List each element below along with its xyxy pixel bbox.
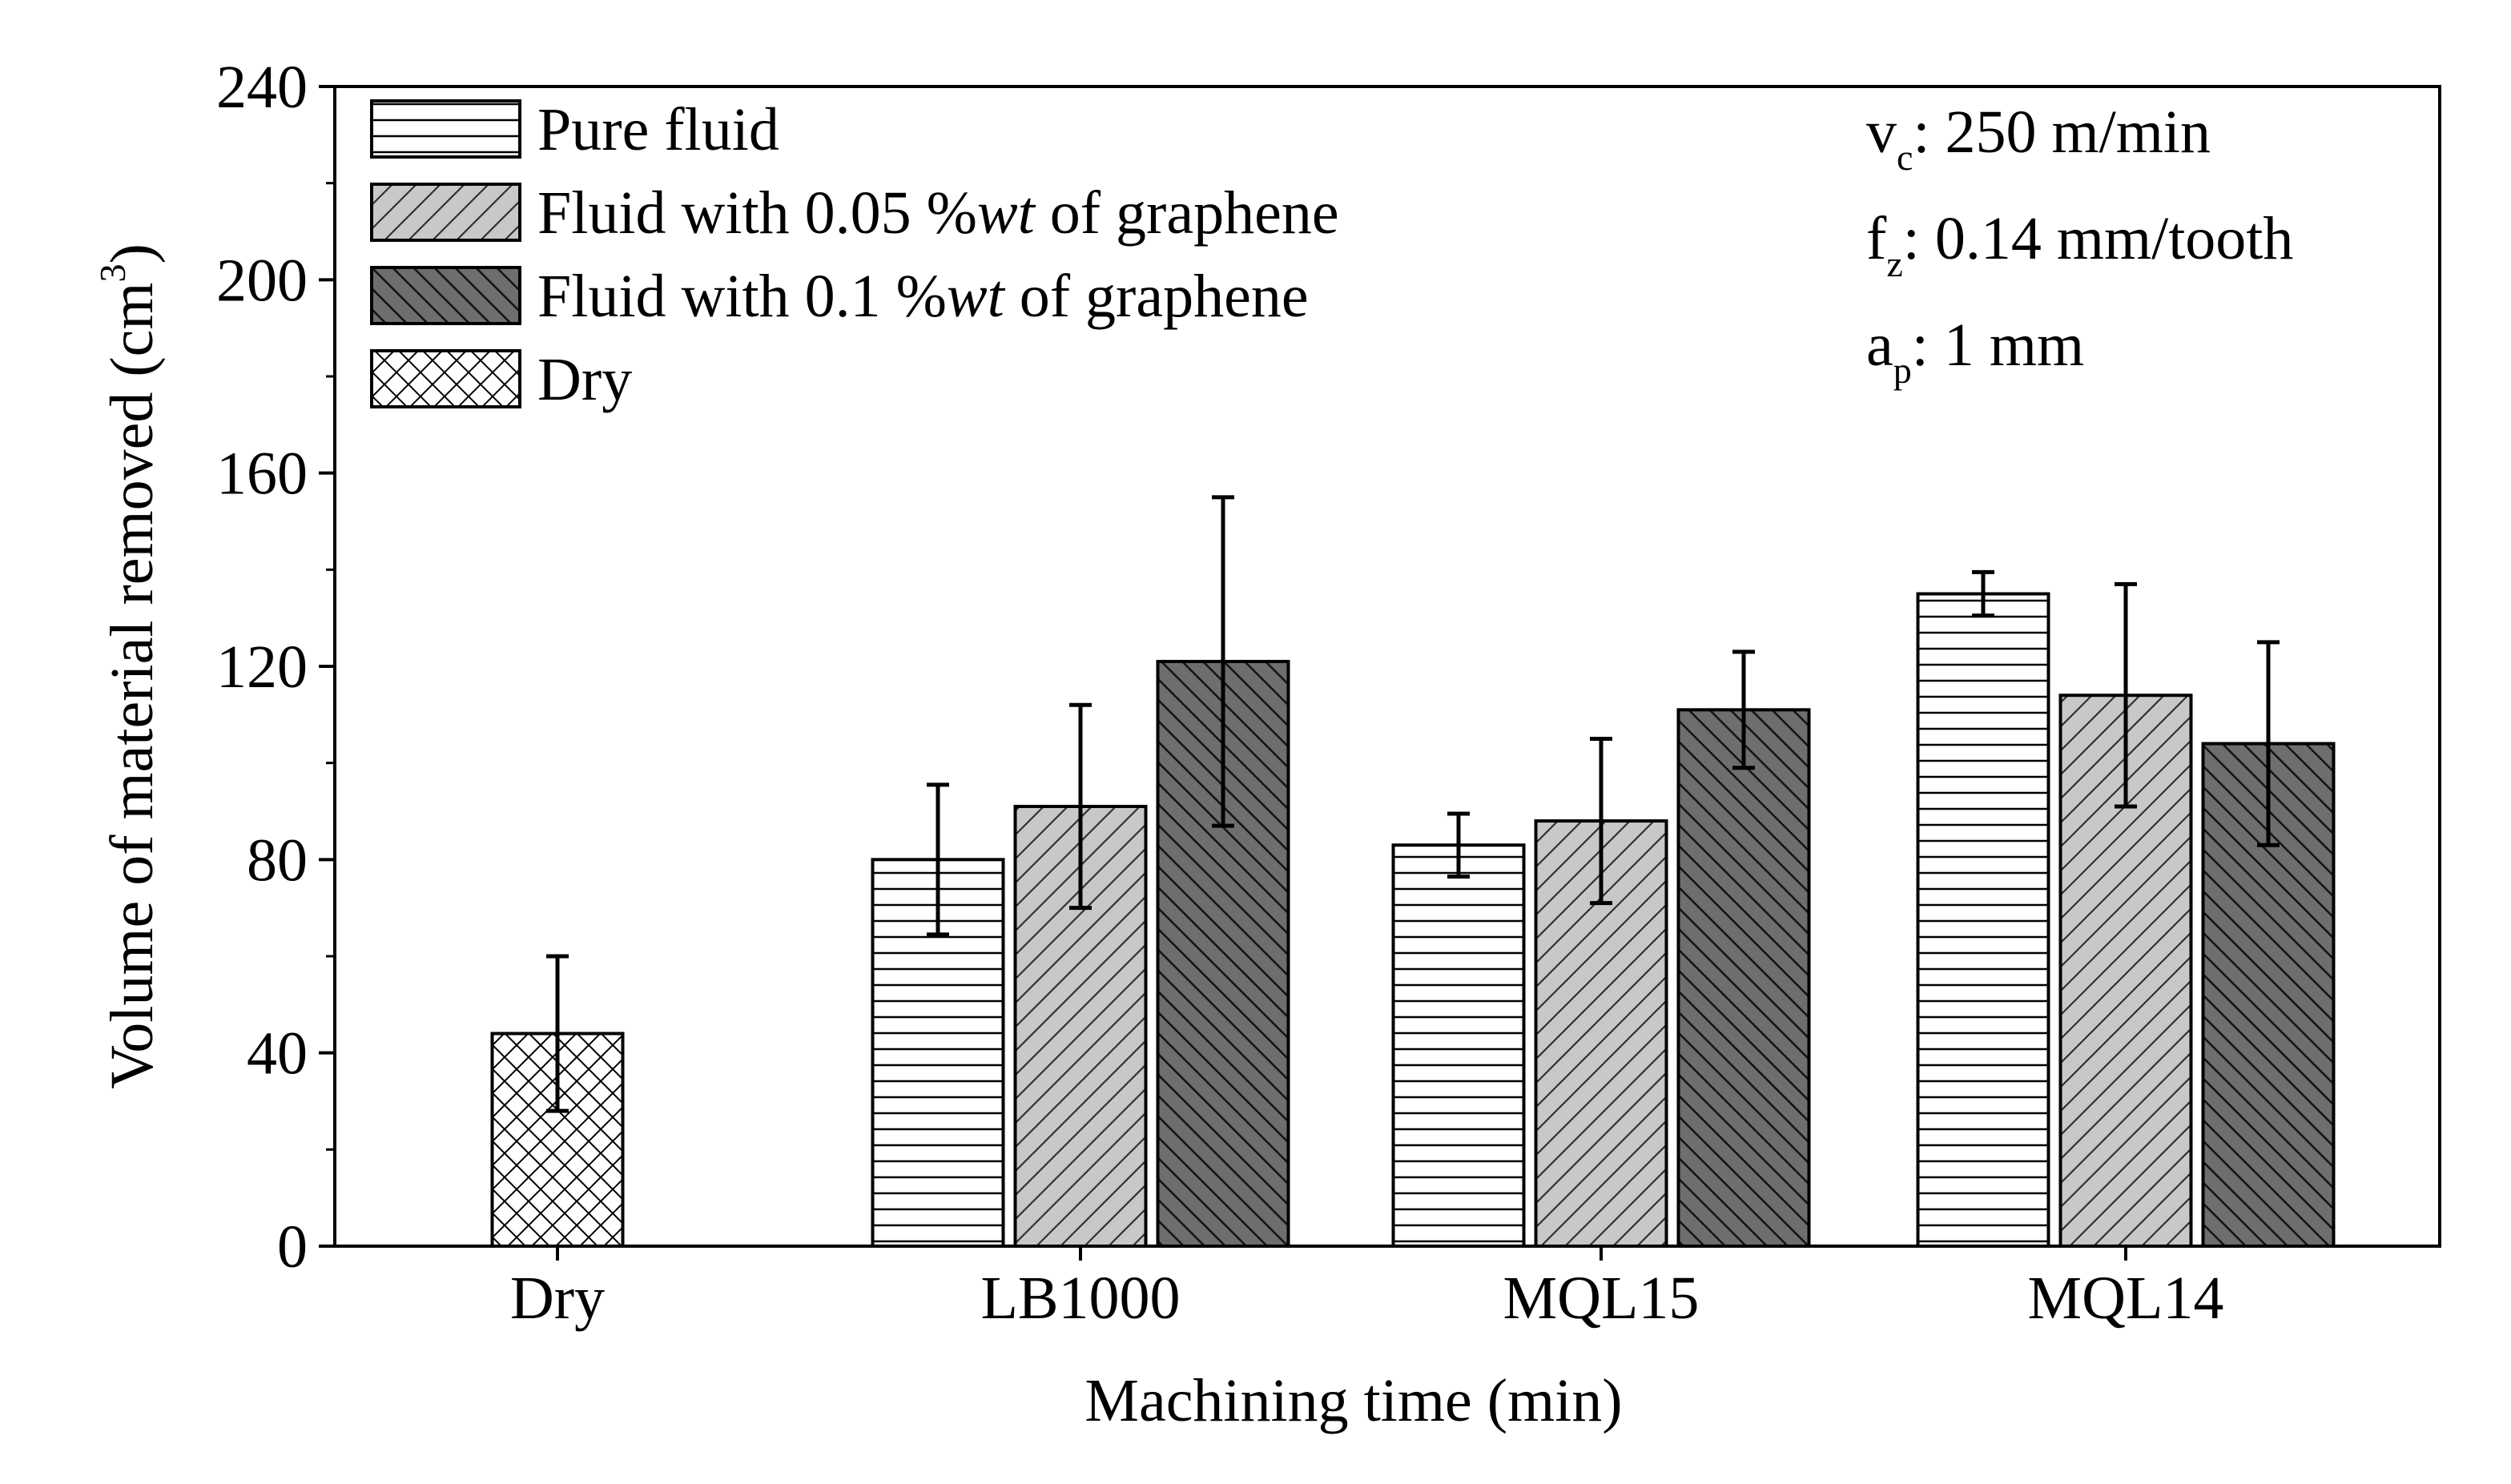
y-tick-label: 80 <box>247 826 308 894</box>
error-bar-mql15-pure-fluid <box>1447 811 1470 879</box>
x-axis: Dry LB1000 MQL15 MQL14 <box>510 1246 2224 1332</box>
x-axis-title: Machining time (min) <box>1084 1367 1622 1434</box>
annotation-ap: ap: 1 mm <box>1866 312 2084 391</box>
error-bars-layer <box>546 495 2280 1113</box>
y-axis-title-main: Volume of material removed (cm <box>99 282 166 1088</box>
error-bar-mql15-fluid-with-0-1-wt-of-graphene <box>1732 650 1755 770</box>
bar-mql14-pure-fluid <box>1916 592 2050 1248</box>
y-axis-title-superscript: 3 <box>92 263 133 282</box>
error-bar-mql14-pure-fluid <box>1972 569 1994 618</box>
legend-label: Dry <box>537 346 632 413</box>
y-tick-label: 200 <box>216 247 308 314</box>
annotation-vc: vc: 250 m/min <box>1866 99 2211 178</box>
bar-mql15-pure-fluid <box>1391 843 1526 1248</box>
error-bar-dry-dry <box>546 954 569 1113</box>
y-axis: 0 40 80 120 160 200 240 <box>216 54 335 1281</box>
legend-item-fluid-with-0-05-wt-of-graphene: Fluid with 0.05 %wt of graphene <box>370 179 1339 247</box>
error-bar-mql14-fluid-with-0-1-wt-of-graphene <box>2257 640 2280 847</box>
legend-swatch <box>370 349 521 408</box>
y-axis-title-close: ) <box>99 243 166 263</box>
x-tick-label-mql14: MQL14 <box>2028 1265 2224 1332</box>
y-tick-label: 120 <box>216 633 308 701</box>
legend-item-fluid-with-0-1-wt-of-graphene: Fluid with 0.1 %wt of graphene <box>370 263 1309 330</box>
legend-label: Fluid with 0.05 %wt of graphene <box>537 179 1339 247</box>
error-bar-lb1000-pure-fluid <box>927 782 949 937</box>
legend-item-pure-fluid: Pure fluid <box>370 96 779 163</box>
bar-mql15-fluid-with-0-1-wt-of-graphene <box>1676 708 1811 1248</box>
parameter-annotations: vc: 250 m/min fz: 0.14 mm/tooth ap: 1 mm <box>1866 99 2293 391</box>
error-bar-lb1000-fluid-with-0-1-wt-of-graphene <box>1212 495 1234 828</box>
legend-swatch <box>370 266 521 325</box>
x-tick-label-mql15: MQL15 <box>1503 1265 1700 1332</box>
y-tick-label: 40 <box>247 1020 308 1088</box>
y-tick-label: 160 <box>216 440 308 508</box>
legend-swatch <box>370 183 521 242</box>
legend-item-dry: Dry <box>370 346 632 413</box>
y-axis-title: Volume of material removed (cm3) <box>92 243 166 1089</box>
y-tick-label: 0 <box>277 1213 308 1281</box>
error-bar-lb1000-fluid-with-0-05-wt-of-graphene <box>1069 702 1092 911</box>
legend: Pure fluid Fluid with 0.05 %wt of graphen… <box>370 96 1339 413</box>
annotation-fz: fz: 0.14 mm/tooth <box>1866 205 2293 284</box>
x-tick-label-dry: Dry <box>510 1265 605 1332</box>
y-tick-label: 240 <box>216 54 308 121</box>
legend-swatch <box>370 99 521 159</box>
legend-label: Fluid with 0.1 %wt of graphene <box>537 263 1309 330</box>
legend-label: Pure fluid <box>537 96 779 163</box>
error-bar-mql15-fluid-with-0-05-wt-of-graphene <box>1590 737 1612 906</box>
x-tick-label-lb1000: LB1000 <box>980 1265 1180 1332</box>
bars-layer <box>490 592 2336 1249</box>
error-bar-mql14-fluid-with-0-05-wt-of-graphene <box>2115 581 2137 809</box>
